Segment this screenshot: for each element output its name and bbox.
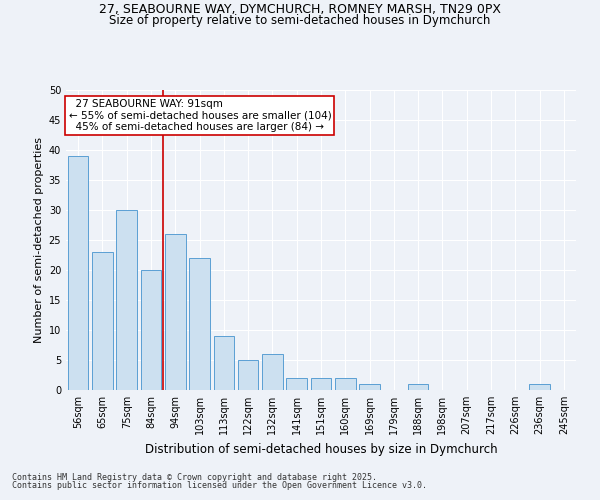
Y-axis label: Number of semi-detached properties: Number of semi-detached properties: [34, 137, 44, 343]
Bar: [238, 360, 259, 390]
Bar: [286, 378, 307, 390]
Bar: [140, 270, 161, 390]
Text: Contains HM Land Registry data © Crown copyright and database right 2025.: Contains HM Land Registry data © Crown c…: [12, 472, 377, 482]
Text: Contains public sector information licensed under the Open Government Licence v3: Contains public sector information licen…: [12, 481, 427, 490]
Bar: [529, 384, 550, 390]
Bar: [68, 156, 88, 390]
Bar: [408, 384, 428, 390]
Bar: [359, 384, 380, 390]
Bar: [214, 336, 234, 390]
Text: 27 SEABOURNE WAY: 91sqm
← 55% of semi-detached houses are smaller (104)
  45% of: 27 SEABOURNE WAY: 91sqm ← 55% of semi-de…: [68, 99, 331, 132]
Text: Size of property relative to semi-detached houses in Dymchurch: Size of property relative to semi-detach…: [109, 14, 491, 27]
Bar: [165, 234, 185, 390]
Bar: [189, 258, 210, 390]
Text: 27, SEABOURNE WAY, DYMCHURCH, ROMNEY MARSH, TN29 0PX: 27, SEABOURNE WAY, DYMCHURCH, ROMNEY MAR…: [99, 2, 501, 16]
Text: Distribution of semi-detached houses by size in Dymchurch: Distribution of semi-detached houses by …: [145, 442, 497, 456]
Bar: [92, 252, 113, 390]
Bar: [116, 210, 137, 390]
Bar: [262, 354, 283, 390]
Bar: [311, 378, 331, 390]
Bar: [335, 378, 356, 390]
